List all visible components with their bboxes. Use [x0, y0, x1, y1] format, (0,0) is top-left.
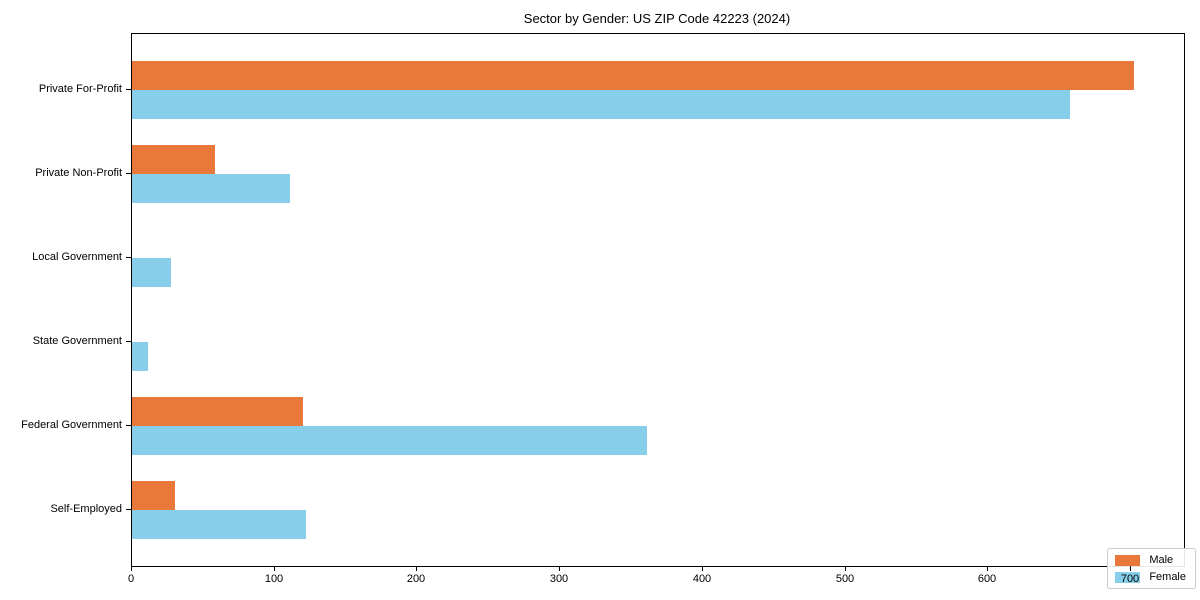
- legend-swatch-male: [1115, 554, 1141, 566]
- bar-male-private-non-profit: [132, 145, 215, 174]
- y-tick-mark: [126, 89, 131, 90]
- x-tick-label-400: 400: [692, 573, 712, 585]
- x-tick-label-300: 300: [549, 573, 569, 585]
- legend-item-female: Female: [1115, 571, 1186, 583]
- x-tick-mark: [416, 566, 417, 571]
- x-tick-label-100: 100: [264, 573, 284, 585]
- x-tick-mark: [1130, 566, 1131, 571]
- legend-item-male: Male: [1115, 554, 1186, 566]
- legend-label-female: Female: [1149, 571, 1186, 583]
- bar-female-local-government: [132, 258, 171, 287]
- y-tick-label-local-government: Local Government: [32, 251, 122, 263]
- x-tick-label-600: 600: [977, 573, 997, 585]
- legend: Male Female: [1107, 548, 1196, 589]
- bar-female-private-for-profit: [132, 90, 1070, 119]
- y-tick-label-state-government: State Government: [32, 335, 122, 347]
- x-tick-label-500: 500: [835, 573, 855, 585]
- bar-female-state-government: [132, 342, 148, 371]
- x-tick-mark: [845, 566, 846, 571]
- bar-female-self-employed: [132, 510, 306, 539]
- x-tick-label-0: 0: [127, 573, 135, 585]
- x-tick-mark: [559, 566, 560, 571]
- y-tick-label-self-employed: Self-Employed: [50, 503, 122, 515]
- x-tick-mark: [274, 566, 275, 571]
- plot-area: [131, 33, 1185, 567]
- legend-swatch-female: [1115, 571, 1141, 583]
- y-tick-mark: [126, 341, 131, 342]
- y-tick-label-private-for-profit: Private For-Profit: [38, 83, 122, 95]
- bar-male-private-for-profit: [132, 61, 1134, 90]
- x-tick-mark: [987, 566, 988, 571]
- bar-female-private-non-profit: [132, 174, 290, 203]
- x-tick-mark: [702, 566, 703, 571]
- y-tick-label-private-non-profit: Private Non-Profit: [35, 167, 122, 179]
- chart-title: Sector by Gender: US ZIP Code 42223 (202…: [523, 11, 791, 26]
- y-tick-label-federal-government: Federal Government: [21, 419, 122, 431]
- bar-female-federal-government: [132, 426, 647, 455]
- y-tick-mark: [126, 257, 131, 258]
- y-tick-mark: [126, 173, 131, 174]
- x-tick-label-200: 200: [406, 573, 426, 585]
- bar-male-self-employed: [132, 481, 175, 510]
- y-tick-mark: [126, 509, 131, 510]
- y-tick-mark: [126, 425, 131, 426]
- bar-male-federal-government: [132, 397, 303, 426]
- x-tick-mark: [131, 566, 132, 571]
- x-tick-label-700: 700: [1120, 573, 1140, 585]
- legend-label-male: Male: [1149, 554, 1174, 566]
